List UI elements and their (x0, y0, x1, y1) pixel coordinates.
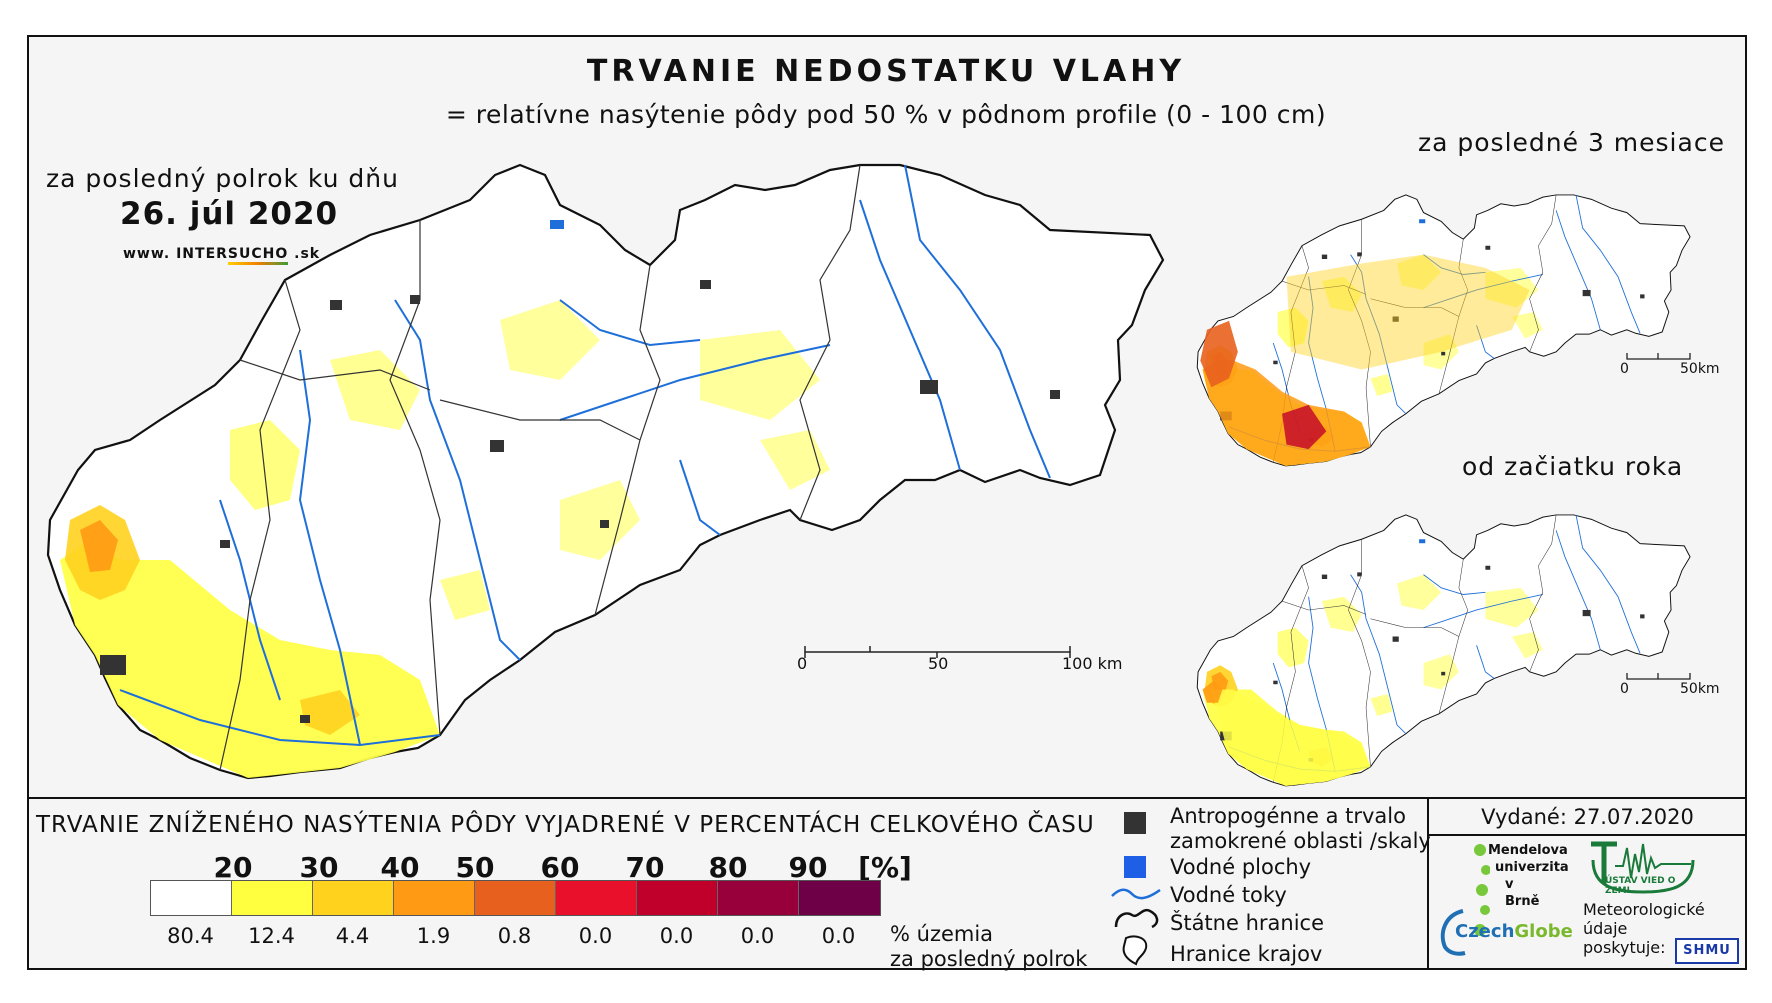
inset-bottom-label: od začiatku roka (1462, 452, 1684, 481)
territory-note-line1: % územia (890, 922, 994, 946)
ramp-bin-1 (151, 881, 232, 915)
bin-label-20: 20 (213, 851, 253, 884)
inset-map-since-year-start (1196, 514, 1691, 787)
pct-bin-3: 4.4 (335, 924, 370, 948)
key-anthropogenic: Antropogénne a trvalo zamokrené oblasti … (1170, 804, 1431, 854)
key-water-bodies: Vodné plochy (1170, 855, 1312, 879)
ramp-bin-3 (313, 881, 394, 915)
pct-bin-5: 0.8 (497, 924, 532, 948)
page-title: TRVANIE NEDOSTATKU VLAHY (586, 54, 1186, 89)
main-scale-tick-100: 100 km (1062, 654, 1123, 673)
bin-label-50: 50 (455, 851, 495, 884)
anthropogenic-symbol (1124, 812, 1146, 834)
pct-bin-4: 1.9 (416, 924, 451, 948)
bin-label-30: 30 (299, 851, 339, 884)
inset-top-scale-tick-0: 0 (1620, 361, 1629, 377)
pct-bin-8: 0.0 (740, 924, 775, 948)
mendel-line3: v Brně (1505, 877, 1540, 909)
issued-date: Vydané: 27.07.2020 (1481, 805, 1694, 829)
territory-note-line2: za posledný polrok (890, 947, 1088, 971)
key-state-border: Štátne hranice (1170, 911, 1324, 935)
inset-bottom-scale-tick-50: 50km (1680, 681, 1720, 697)
pct-bin-1: 80.4 (167, 924, 214, 948)
main-scale-tick-50: 50 (928, 654, 949, 673)
bin-label-80: 80 (708, 851, 748, 884)
legend-title: TRVANIE ZNÍŽENÉHO NASÝTENIA PÔDY VYJADRE… (36, 812, 1095, 838)
region-border-symbol (1122, 935, 1148, 966)
ramp-bin-6 (556, 881, 637, 915)
ramp-bin-2 (232, 881, 313, 915)
czechglobe-logo: CzechGlobe (1437, 905, 1573, 963)
meteo-line2: údaje (1583, 919, 1628, 938)
ustav-logo: ÚSTAV VIED O ZEMI (1587, 838, 1699, 896)
inset-top-label: za posledné 3 mesiace (1418, 128, 1725, 157)
ramp-bin-7 (637, 881, 718, 915)
inset-bottom-scale-tick-0: 0 (1620, 681, 1629, 697)
czechglobe-name-a: Czech (1455, 921, 1515, 942)
website-label: www. INTERSUCHO .sk (123, 246, 321, 265)
shmu-logo: SHMU (1675, 938, 1739, 964)
czechglobe-name-b: Globe (1514, 921, 1573, 942)
bin-label-70: 70 (625, 851, 665, 884)
czechglobe-name: CzechGlobe (1455, 921, 1573, 942)
legend-divider (1427, 797, 1429, 970)
ramp-bin-9 (799, 881, 880, 915)
water-body-symbol (1124, 856, 1146, 878)
state-border-symbol (1114, 908, 1159, 929)
website-prefix: www. INTER (123, 246, 228, 262)
key-anthropogenic-line2: zamokrené oblasti /skaly (1170, 829, 1431, 853)
territory-note: % územia za posledný polrok (890, 922, 1087, 972)
meteo-line3: poskytuje: (1583, 938, 1666, 957)
ustav-label: ÚSTAV VIED O ZEMI (1605, 876, 1676, 896)
main-date: 26. júl 2020 (120, 196, 339, 232)
seismograph-icon (1591, 841, 1695, 894)
bin-label-40: 40 (380, 851, 420, 884)
main-scale-tick-0: 0 (797, 654, 808, 673)
pct-bin-6: 0.0 (578, 924, 613, 948)
main-map (46, 163, 1165, 780)
meteo-line1: Meteorologické (1583, 900, 1705, 919)
page-subtitle: = relatívne nasýtenie pôdy pod 50 % v pô… (445, 100, 1327, 129)
inset-map-3-months (1196, 194, 1691, 467)
bin-label-unit: [%] (858, 851, 912, 884)
legend-panel (27, 797, 1747, 970)
legend-color-ramp (150, 880, 881, 916)
website-suffix: .sk (288, 246, 321, 262)
meteo-credit: Meteorologické údaje poskytuje: (1583, 900, 1705, 957)
mendel-line2: univerzita (1495, 860, 1569, 875)
pct-bin-7: 0.0 (659, 924, 694, 948)
inset-top-scale-tick-50: 50km (1680, 361, 1720, 377)
main-period-label: za posledný polrok ku dňu (46, 164, 399, 193)
water-course-symbol (1111, 888, 1161, 900)
main-scale-bar (804, 646, 1071, 658)
bin-label-60: 60 (540, 851, 580, 884)
pct-bin-9: 0.0 (821, 924, 856, 948)
key-anthropogenic-line1: Antropogénne a trvalo (1170, 804, 1406, 828)
bin-label-90: 90 (788, 851, 828, 884)
ramp-bin-5 (475, 881, 556, 915)
issued-underline (1429, 834, 1747, 836)
website-brand: SUCHO (227, 246, 289, 265)
mendel-dots-icon (1474, 844, 1490, 936)
key-region-border: Hranice krajov (1170, 942, 1323, 966)
inset-bottom-scale-bar (1626, 673, 1691, 680)
czechglobe-arc-icon (1440, 909, 1466, 956)
mendel-line1: Mendelova (1488, 843, 1568, 858)
ramp-bin-8 (718, 881, 799, 915)
ramp-bin-4 (394, 881, 475, 915)
key-water-courses: Vodné toky (1170, 883, 1287, 907)
inset-top-scale-bar (1626, 353, 1691, 360)
pct-bin-2: 12.4 (248, 924, 295, 948)
